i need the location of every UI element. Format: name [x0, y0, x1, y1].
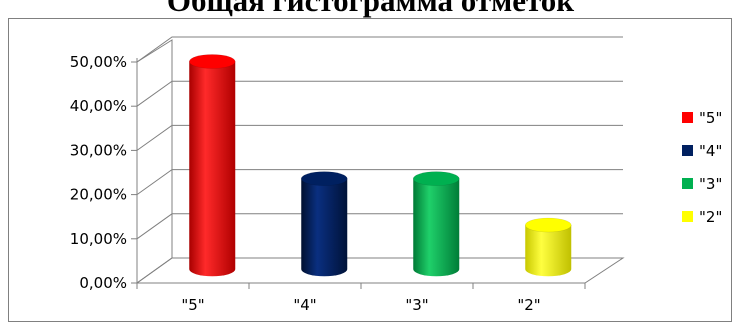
y-tick-label: 0,00%: [79, 274, 127, 292]
bar-top: [189, 54, 236, 69]
legend-label: "2": [699, 208, 722, 226]
gridline: [136, 213, 623, 240]
bar: [525, 217, 572, 277]
bar-top: [301, 171, 348, 186]
y-tick-label: 20,00%: [70, 186, 127, 204]
category-label: "3": [405, 296, 428, 314]
bar: [301, 171, 348, 277]
bar-body: [301, 178, 348, 277]
bars: [189, 54, 572, 277]
bar-body: [189, 61, 236, 277]
gridline: [136, 169, 623, 196]
gridline: [136, 36, 623, 63]
gridline: [136, 124, 623, 151]
legend-item: "2": [682, 208, 722, 226]
chart-title: Общая гистограмма отметок: [166, 0, 575, 18]
legend-swatch: [682, 145, 693, 156]
bar: [189, 54, 236, 277]
legend-swatch: [682, 178, 693, 189]
legend-item: "4": [682, 142, 722, 160]
bar-body: [525, 225, 572, 277]
legend-swatch: [682, 112, 693, 123]
chart-frame: [8, 18, 732, 322]
y-tick-label: 40,00%: [70, 97, 127, 115]
legend-label: "4": [699, 142, 722, 160]
gridline: [136, 257, 623, 284]
bar-top: [525, 217, 572, 233]
y-tick-label: 50,00%: [70, 53, 127, 71]
bar-top: [413, 171, 460, 186]
legend: "5" "4" "3" "2": [682, 109, 722, 226]
axes: [131, 58, 586, 289]
gridline: [136, 80, 623, 107]
category-label: "4": [293, 296, 316, 314]
gridlines: [135, 36, 625, 284]
category-label: "2": [517, 296, 540, 314]
bar: [413, 171, 460, 277]
axis-labels: 0,00% 10,00% 20,00% 30,00% 40,00% 50,00% "5" "4…: [70, 53, 541, 314]
bar-body: [413, 178, 460, 277]
side-wall: [136, 39, 173, 284]
category-label: "5": [181, 296, 204, 314]
legend-label: "3": [699, 175, 722, 193]
legend-label: "5": [699, 109, 722, 127]
y-tick-label: 10,00%: [70, 230, 127, 248]
legend-item: "3": [682, 175, 722, 193]
y-tick-label: 30,00%: [70, 141, 127, 159]
legend-item: "5": [682, 109, 722, 127]
legend-swatch: [682, 211, 693, 222]
